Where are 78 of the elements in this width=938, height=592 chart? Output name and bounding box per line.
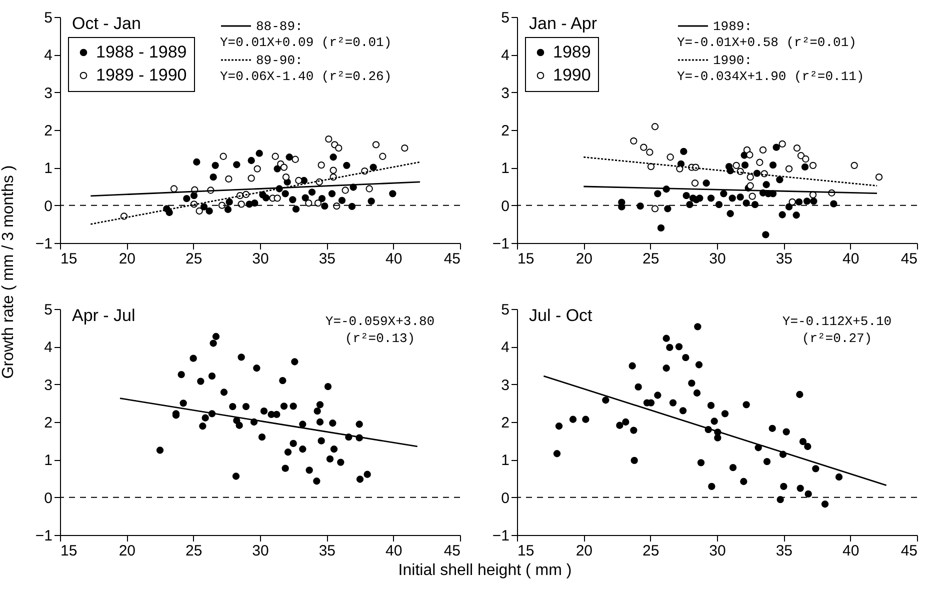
x-tick-label: 25 xyxy=(185,542,202,560)
y-tick-label: 3 xyxy=(501,84,510,102)
x-tick-label: 20 xyxy=(118,250,136,268)
x-tick-label: 20 xyxy=(118,542,136,560)
annotation: Y=-0.059X+3.80 xyxy=(325,314,435,329)
y-tick-label: 4 xyxy=(501,47,510,64)
legend-label: 88-89: xyxy=(256,19,303,34)
y-tick-label: 5 xyxy=(501,10,510,26)
x-tick-label: 45 xyxy=(444,250,460,268)
y-axis-title: Growth rate ( mm / 3 months ) xyxy=(0,165,18,379)
y-tick-label: 4 xyxy=(44,339,52,356)
y-tick-label: 3 xyxy=(44,84,52,102)
annotation: Y=0.01X+0.09 (r²=0.01) xyxy=(220,35,392,50)
x-tick-label: 15 xyxy=(518,250,534,268)
x-tick-label: 15 xyxy=(518,542,534,560)
y-tick-label: 2 xyxy=(44,122,52,140)
y-tick-label: 1 xyxy=(44,160,52,178)
y-tick-label: 2 xyxy=(501,122,510,140)
x-axis-title: Initial shell height ( mm ) xyxy=(398,562,572,580)
x-tick-label: 20 xyxy=(576,250,593,268)
chart-title: Apr - Jul xyxy=(72,306,136,325)
y-tick-label: 2 xyxy=(44,414,52,432)
x-tick-label: 30 xyxy=(252,542,269,560)
y-tick-label: 1 xyxy=(501,160,510,178)
y-tick-label: 0 xyxy=(501,198,510,215)
legend-label: 89-90: xyxy=(256,53,303,68)
y-tick-label: 1 xyxy=(501,452,510,470)
x-tick-label: 40 xyxy=(385,250,402,268)
y-tick-label: 0 xyxy=(44,490,52,507)
legend-label: 1990: xyxy=(713,53,752,68)
y-tick-label: 5 xyxy=(44,10,52,26)
y-tick-label: 4 xyxy=(501,339,510,356)
annotation: Y=-0.034X+1.90 (r²=0.11) xyxy=(677,69,864,84)
annotation: (r²=0.13) xyxy=(344,331,416,346)
y-tick-label: 2 xyxy=(501,414,510,432)
y-tick-label: −1 xyxy=(35,236,52,252)
x-tick-label: 35 xyxy=(776,542,793,560)
annotation: Y=-0.01X+0.58 (r²=0.01) xyxy=(677,35,856,50)
y-tick-label: 4 xyxy=(44,47,52,64)
y-tick-label: 0 xyxy=(501,490,510,507)
chart-title: Oct - Jan xyxy=(72,14,141,33)
y-tick-label: 0 xyxy=(44,198,52,215)
legend-label: 1989 xyxy=(553,42,591,62)
x-tick-label: 25 xyxy=(642,542,660,560)
chart-title: Jan - Apr xyxy=(529,14,598,33)
legend-label: 1990 xyxy=(553,66,591,84)
y-tick-label: −1 xyxy=(492,528,510,544)
x-tick-label: 35 xyxy=(318,250,336,268)
annotation: Y=-0.112X+5.10 xyxy=(782,314,892,329)
annotation: Y=0.06X-1.40 (r²=0.26) xyxy=(220,69,392,84)
x-tick-label: 25 xyxy=(185,250,202,268)
legend-label: 1989: xyxy=(713,19,752,34)
annotation: (r²=0.27) xyxy=(802,331,872,346)
x-tick-label: 40 xyxy=(842,250,860,268)
x-tick-label: 30 xyxy=(709,250,726,268)
x-tick-label: 20 xyxy=(576,542,593,560)
y-tick-label: −1 xyxy=(35,528,52,544)
x-tick-label: 30 xyxy=(709,542,726,560)
x-tick-label: 40 xyxy=(842,542,860,560)
x-tick-label: 15 xyxy=(60,542,78,560)
x-tick-label: 25 xyxy=(642,250,660,268)
x-tick-label: 30 xyxy=(252,250,269,268)
x-tick-label: 45 xyxy=(900,542,918,560)
x-tick-label: 35 xyxy=(776,250,793,268)
x-tick-label: 45 xyxy=(444,542,460,560)
y-tick-label: 3 xyxy=(501,376,510,394)
x-tick-label: 35 xyxy=(318,542,336,560)
y-tick-label: 3 xyxy=(44,376,52,394)
x-tick-label: 15 xyxy=(60,250,78,268)
legend-label: 1988 - 1989 xyxy=(96,42,187,62)
x-tick-label: 45 xyxy=(900,250,918,268)
x-tick-label: 40 xyxy=(385,542,402,560)
y-tick-label: 5 xyxy=(44,302,52,318)
y-tick-label: 5 xyxy=(501,302,510,318)
chart-title: Jul - Oct xyxy=(529,306,593,325)
legend-label: 1989 - 1990 xyxy=(96,66,187,84)
y-tick-label: 1 xyxy=(44,452,52,470)
y-tick-label: −1 xyxy=(492,236,510,252)
